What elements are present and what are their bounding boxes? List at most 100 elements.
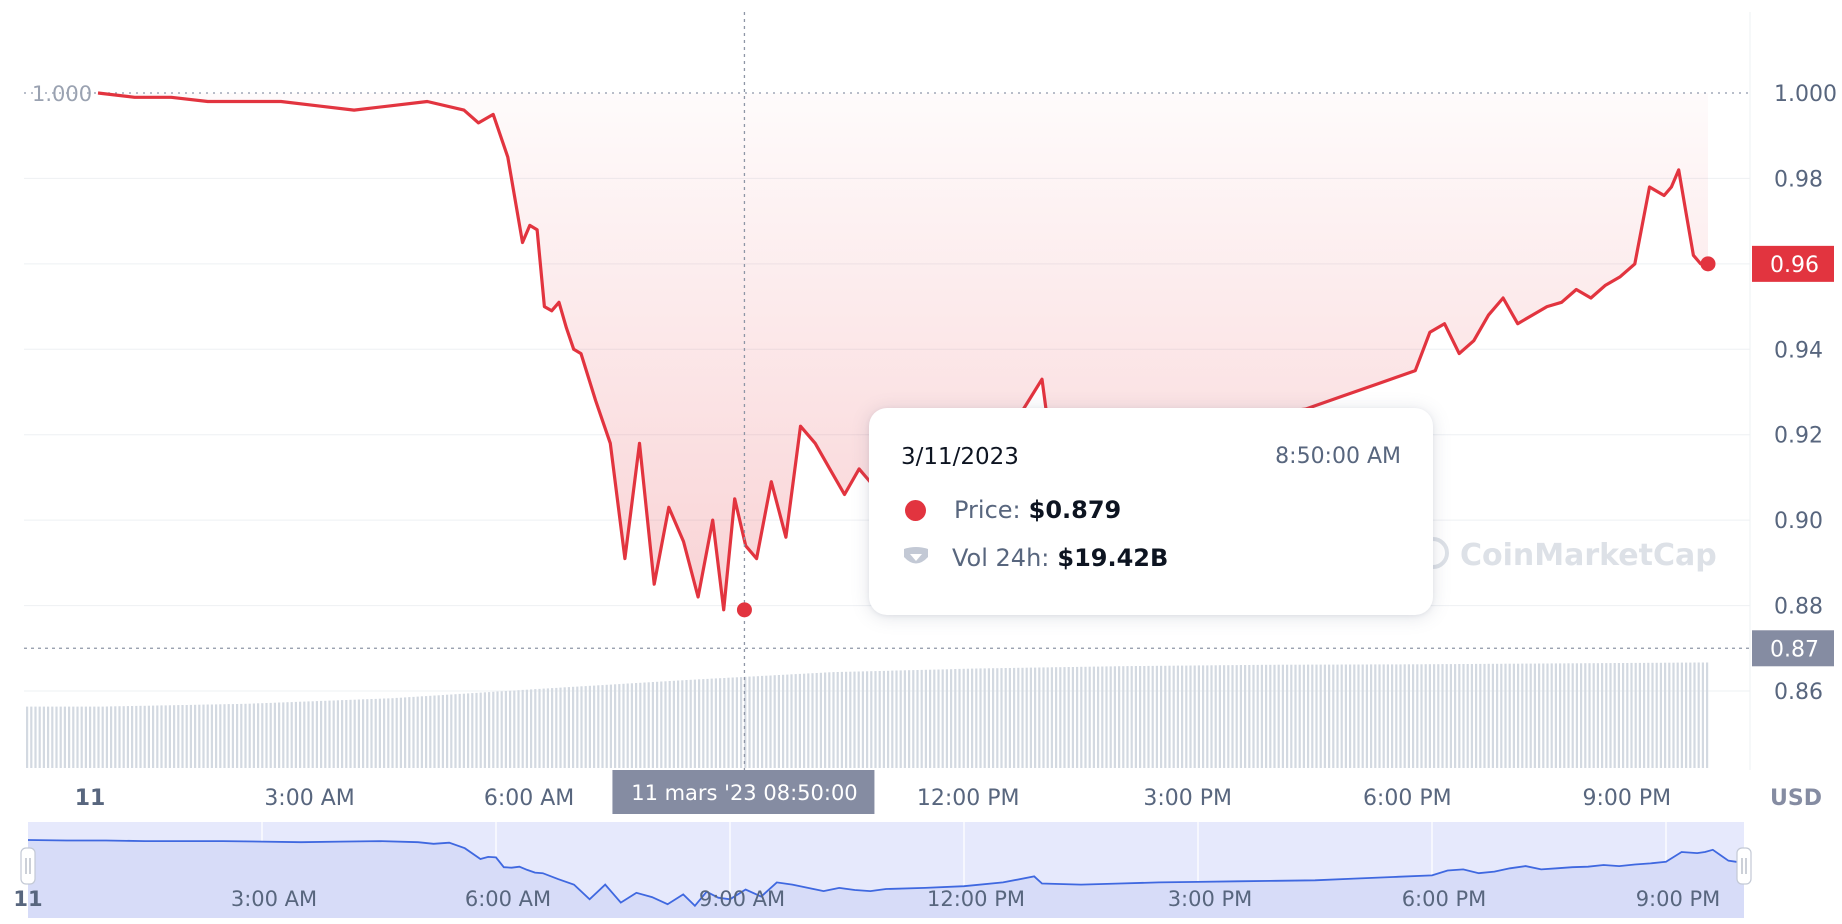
volume-bar	[84, 706, 87, 768]
volume-bar	[223, 704, 226, 768]
volume-bar	[1592, 663, 1595, 768]
navigator-right-handle[interactable]	[1736, 847, 1752, 885]
volume-bar	[404, 697, 407, 768]
volume-bar	[525, 689, 528, 768]
volume-bar	[118, 706, 121, 768]
volume-bar	[349, 699, 352, 768]
volume-bar	[1382, 664, 1385, 768]
navigator-tick-label: 12:00 PM	[927, 887, 1025, 911]
volume-bar	[294, 701, 297, 768]
volume-bar	[1462, 664, 1465, 768]
volume-bar	[530, 689, 533, 768]
crosshair	[24, 12, 1750, 770]
navigator-tick-label: 3:00 PM	[1168, 887, 1253, 911]
volume-bar	[391, 698, 394, 768]
volume-bar	[1332, 664, 1335, 768]
crosshair-time-tag	[612, 770, 875, 814]
last-price-point	[1700, 256, 1716, 272]
volume-bar	[1281, 664, 1284, 768]
volume-bar	[803, 673, 806, 768]
x-tick-label: 9:00 PM	[1582, 786, 1671, 811]
volume-bar	[1109, 666, 1112, 768]
volume-bar	[1344, 664, 1347, 768]
volume-bar	[1218, 665, 1221, 768]
volume-bar	[1029, 667, 1032, 768]
volume-bar	[1013, 667, 1016, 768]
volume-bar	[1248, 665, 1251, 768]
volume-bar	[777, 675, 780, 768]
volume-bar	[353, 699, 356, 768]
volume-bar	[609, 684, 612, 768]
volume-bar	[76, 706, 79, 768]
price-line	[97, 91, 1716, 612]
volume-bar	[735, 677, 738, 768]
volume-bar	[1349, 664, 1352, 768]
volume-bar	[1298, 664, 1301, 768]
crosshair-price-tag	[1752, 630, 1834, 667]
volume-bar	[1055, 667, 1058, 768]
volume-bar	[1294, 664, 1297, 768]
volume-bar	[979, 668, 982, 768]
volume-bar	[727, 677, 730, 768]
volume-bar	[706, 678, 709, 768]
volume-bar	[299, 701, 302, 768]
volume-bar	[1277, 664, 1280, 768]
price-series-line	[97, 91, 1708, 612]
navigator-left-handle[interactable]	[20, 847, 36, 885]
volume-bar	[177, 705, 180, 768]
volume-bar	[836, 672, 839, 768]
tooltip-price-label: Price:	[954, 496, 1021, 524]
volume-bar	[1286, 664, 1289, 768]
watermark-text: CoinMarketCap	[1460, 538, 1717, 573]
volume-bar	[798, 673, 801, 768]
volume-bar	[1151, 665, 1154, 768]
volume-bar	[954, 669, 957, 768]
volume-bar	[1139, 666, 1142, 768]
volume-bar	[744, 676, 747, 768]
volume-bar	[811, 673, 814, 768]
volume-bar	[1311, 664, 1314, 768]
volume-bar	[131, 706, 134, 768]
volume-bar	[672, 680, 675, 768]
volume-bar	[1445, 664, 1448, 768]
range-navigator[interactable]: 11 3:00 AM 6:00 AM 9:00 AM 12:00 PM 3:00 PM 6:…	[13, 822, 1752, 918]
volume-bar	[307, 701, 310, 768]
volume-bar	[656, 681, 659, 768]
volume-bar	[1080, 666, 1083, 768]
volume-bar	[1202, 665, 1205, 768]
volume-bar	[290, 702, 293, 768]
current-price-tag-label: 0.96	[1770, 253, 1819, 278]
volume-bar	[635, 683, 638, 768]
volume-bar	[1197, 665, 1200, 768]
volume-bar	[1575, 663, 1578, 768]
volume-bar	[370, 699, 373, 768]
volume-bar	[1302, 664, 1305, 768]
volume-bar	[231, 704, 234, 768]
volume-bar	[1315, 664, 1318, 768]
volume-bar	[101, 706, 104, 768]
volume-bar	[467, 693, 470, 768]
x-tick-label: 11	[75, 786, 106, 811]
volume-bar	[1269, 664, 1272, 768]
volume-bar	[941, 669, 944, 768]
volume-bar	[1638, 662, 1641, 768]
volume-bar	[748, 676, 751, 768]
volume-bar	[761, 675, 764, 768]
volume-bar	[1265, 664, 1268, 768]
volume-bar	[63, 706, 66, 768]
volume-bar	[446, 694, 449, 768]
navigator-tick-label: 11	[13, 887, 42, 911]
volume-bar	[1521, 663, 1524, 768]
volume-bar	[1664, 662, 1667, 768]
price-area-fill	[98, 93, 1708, 610]
crosshair-price-tag-label: 0.87	[1770, 637, 1819, 662]
tooltip-price-value: $0.879	[1028, 496, 1122, 524]
volume-bar	[496, 691, 499, 768]
volume-bar	[1235, 665, 1238, 768]
volume-bar	[1550, 663, 1553, 768]
volume-bar	[1487, 663, 1490, 768]
volume-bar	[420, 696, 423, 768]
volume-bar	[257, 703, 260, 768]
watermark: CoinMarketCap	[1417, 537, 1717, 573]
